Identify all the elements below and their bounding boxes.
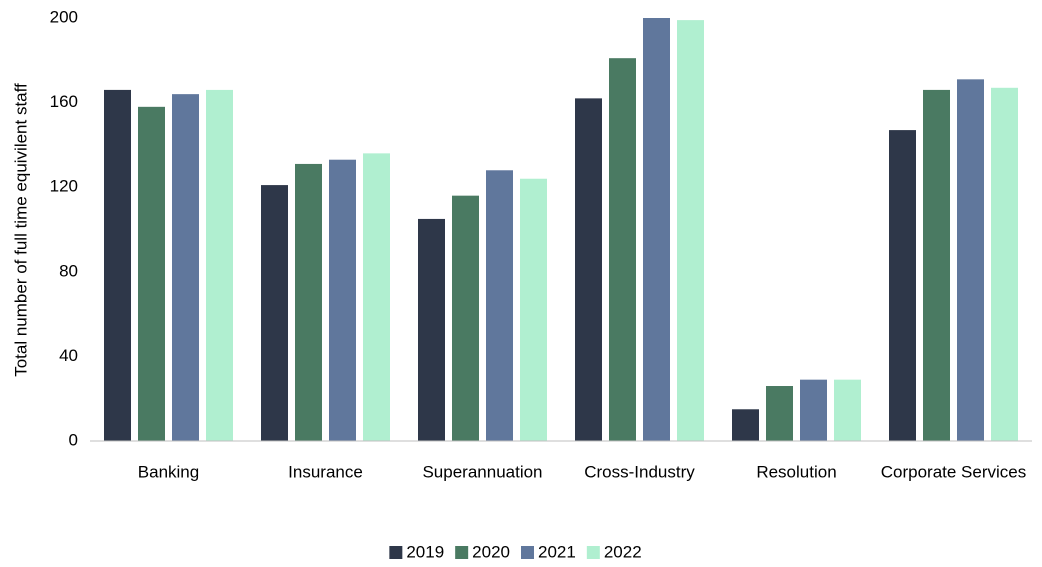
bar: [520, 178, 547, 442]
y-tick-label: 200: [50, 7, 78, 26]
bar: [206, 89, 233, 441]
bar: [800, 379, 827, 441]
x-tick-label: Banking: [138, 462, 199, 481]
bar: [138, 106, 165, 441]
bar: [295, 163, 322, 441]
bar: [104, 89, 131, 441]
bar: [923, 89, 950, 441]
bar: [261, 185, 288, 441]
bar: [172, 94, 199, 441]
legend-swatch: [455, 546, 469, 559]
x-tick-label: Corporate Services: [881, 462, 1027, 481]
bar: [418, 218, 445, 441]
bar: [452, 195, 479, 441]
x-tick-label: Superannuation: [422, 462, 542, 481]
bar: [363, 153, 390, 442]
bar: [575, 98, 602, 442]
legend-label: 2021: [538, 542, 576, 561]
x-tick-label: Resolution: [756, 462, 836, 481]
legend-label: 2022: [604, 542, 642, 561]
bar: [329, 159, 356, 441]
legend-swatch: [389, 546, 403, 559]
bar: [957, 79, 984, 442]
y-tick-label: 120: [50, 177, 78, 196]
x-tick-label: Cross-Industry: [584, 462, 695, 481]
bar: [834, 379, 861, 441]
bar: [677, 20, 704, 442]
x-tick-label: Insurance: [288, 462, 363, 481]
bar: [643, 18, 670, 441]
legend-label: 2020: [472, 542, 510, 561]
y-tick-label: 80: [59, 261, 78, 280]
legend-swatch: [521, 546, 534, 559]
bar: [889, 130, 916, 441]
bar: [732, 409, 759, 441]
y-tick-label: 0: [69, 430, 78, 449]
bar: [991, 87, 1018, 442]
legend-swatch: [586, 546, 600, 559]
y-tick-label: 40: [59, 346, 78, 365]
y-axis-label: Total number of full time equivilent sta…: [11, 83, 30, 377]
bar: [486, 170, 513, 441]
y-tick-label: 160: [50, 92, 78, 111]
bar: [609, 58, 636, 442]
legend-label: 2019: [406, 542, 444, 561]
bar: [766, 386, 793, 441]
